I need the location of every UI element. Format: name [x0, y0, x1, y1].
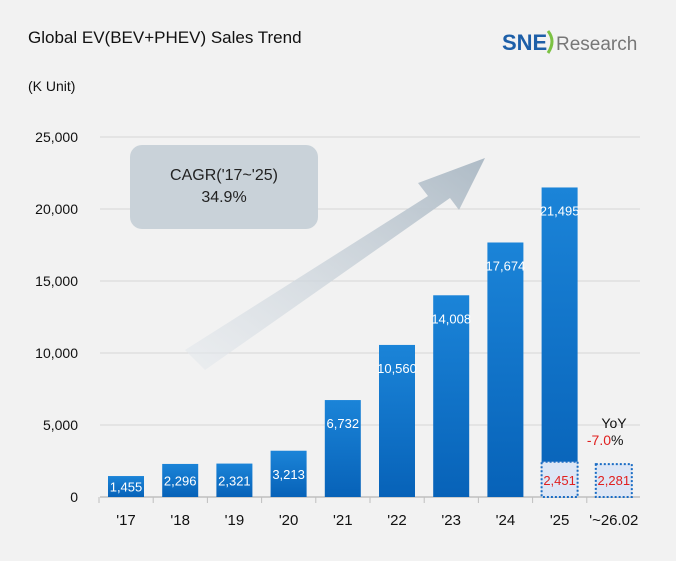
bar — [379, 344, 415, 497]
yoy-unit: % — [611, 432, 623, 448]
x-tick-label: '19 — [225, 512, 245, 529]
bar-value-label: 10,560 — [377, 361, 417, 376]
logo-sne: SNE — [502, 30, 547, 55]
yoy-label: YoY — [601, 415, 627, 431]
x-tick-label: '25 — [550, 512, 570, 529]
ytd-bar — [594, 463, 633, 498]
bar-value-label: 2,296 — [164, 473, 197, 488]
bar-value-label: 2,321 — [218, 473, 251, 488]
bar — [270, 450, 307, 497]
logo: SNE Research — [502, 30, 637, 55]
bar — [324, 400, 361, 497]
y-tick-label: 0 — [70, 489, 78, 505]
bar — [541, 187, 578, 498]
y-tick-label: 5,000 — [43, 417, 78, 433]
y-tick-label: 15,000 — [35, 273, 78, 289]
x-tick-label: '21 — [333, 512, 353, 529]
bar-value-label: 1,455 — [110, 480, 143, 495]
x-tick-label: '23 — [441, 512, 461, 529]
bar — [108, 476, 144, 497]
x-tick-label: '24 — [496, 512, 516, 529]
chart-title: Global EV(BEV+PHEV) Sales Trend — [28, 28, 302, 47]
ytd-value-label: 2,451 — [543, 473, 576, 488]
ytd-bar — [540, 460, 579, 498]
bar — [433, 295, 470, 497]
cagr-label: CAGR('17~'25) — [170, 167, 278, 184]
logo-research: Research — [556, 34, 637, 55]
y-tick-label: 25,000 — [35, 129, 78, 145]
logo-swoosh-icon — [546, 30, 554, 54]
bar-value-label: 21,495 — [540, 203, 580, 218]
y-axis-unit: (K Unit) — [28, 78, 75, 94]
cagr-value: 34.9% — [201, 189, 246, 206]
bar — [216, 463, 253, 497]
x-tick-label: '22 — [387, 512, 407, 529]
x-tick-label: '17 — [116, 512, 136, 529]
bar — [487, 242, 524, 497]
cagr-box — [130, 145, 318, 229]
y-tick-label: 20,000 — [35, 201, 78, 217]
x-tick-label: '~26.02 — [589, 512, 638, 529]
x-tick-label: '18 — [170, 512, 190, 529]
bar-value-label: 3,213 — [272, 467, 305, 482]
bar-value-label: 17,674 — [486, 258, 526, 273]
bar-value-label: 6,732 — [327, 416, 360, 431]
y-tick-label: 10,000 — [35, 345, 78, 361]
ytd-value-label: 2,281 — [598, 473, 631, 488]
bar-value-label: 14,008 — [431, 311, 471, 326]
bar — [162, 463, 199, 497]
x-tick-label: '20 — [279, 512, 299, 529]
growth-arrow-icon — [185, 158, 485, 370]
yoy-value: -7.0 — [587, 432, 611, 448]
